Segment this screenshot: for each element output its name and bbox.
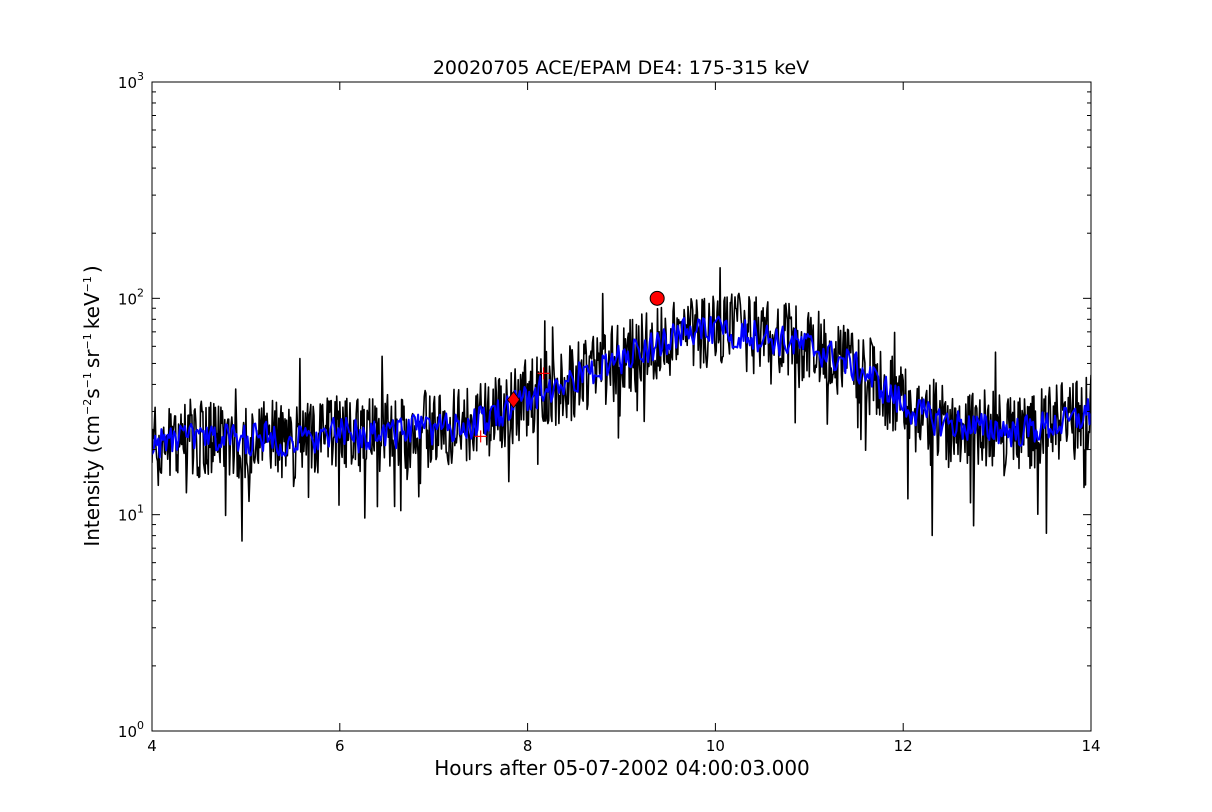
y-axis-label-sup2: −1 <box>81 372 94 388</box>
x-tick-label: 8 <box>523 737 533 755</box>
y-axis-label: Intensity (cm−2s−1sr−1keV−1) <box>80 265 104 546</box>
ticks-layer <box>151 81 1092 732</box>
series-smoothed-line <box>152 315 1091 459</box>
x-tick-label: 4 <box>147 737 157 755</box>
series-layer <box>152 266 1091 542</box>
x-tick-label: 10 <box>706 737 725 755</box>
marker-diamond-2 <box>507 391 521 409</box>
marker-plus-3 <box>537 367 550 380</box>
marker-circle-4 <box>649 290 665 306</box>
y-axis-label-suffix: ) <box>80 265 104 273</box>
plot-frame <box>151 81 1092 732</box>
y-axis-label-sup3: −1 <box>81 333 94 349</box>
y-tick-label: 100 <box>118 719 144 741</box>
plot-area: 4 6 8 10 12 14 100 101 102 103 <box>118 70 1101 755</box>
y-axis-label-prefix: Intensity (cm <box>80 415 104 547</box>
x-tick-label: 14 <box>1081 737 1100 755</box>
y-axis-label-sup4: −1 <box>81 276 94 292</box>
tick-labels-layer: 4 6 8 10 12 14 100 101 102 103 <box>118 70 1101 755</box>
y-axis-label-sup1: −2 <box>81 399 94 415</box>
y-axis-label-mid3: keV <box>80 292 104 329</box>
x-axis-label: Hours after 05-07-2002 04:00:03.000 <box>434 756 810 780</box>
y-axis-label-mid2: sr <box>80 349 104 368</box>
marker-layer <box>474 290 665 443</box>
x-tick-label: 12 <box>894 737 913 755</box>
y-tick-label: 101 <box>118 503 144 525</box>
y-tick-label: 103 <box>118 70 144 92</box>
chart-title: 20020705 ACE/EPAM DE4: 175-315 keV <box>433 57 809 79</box>
x-tick-label: 6 <box>335 737 345 755</box>
marker-plus-1 <box>474 430 487 443</box>
y-tick-label: 102 <box>118 286 144 308</box>
y-axis-label-mid1: s <box>80 388 104 398</box>
